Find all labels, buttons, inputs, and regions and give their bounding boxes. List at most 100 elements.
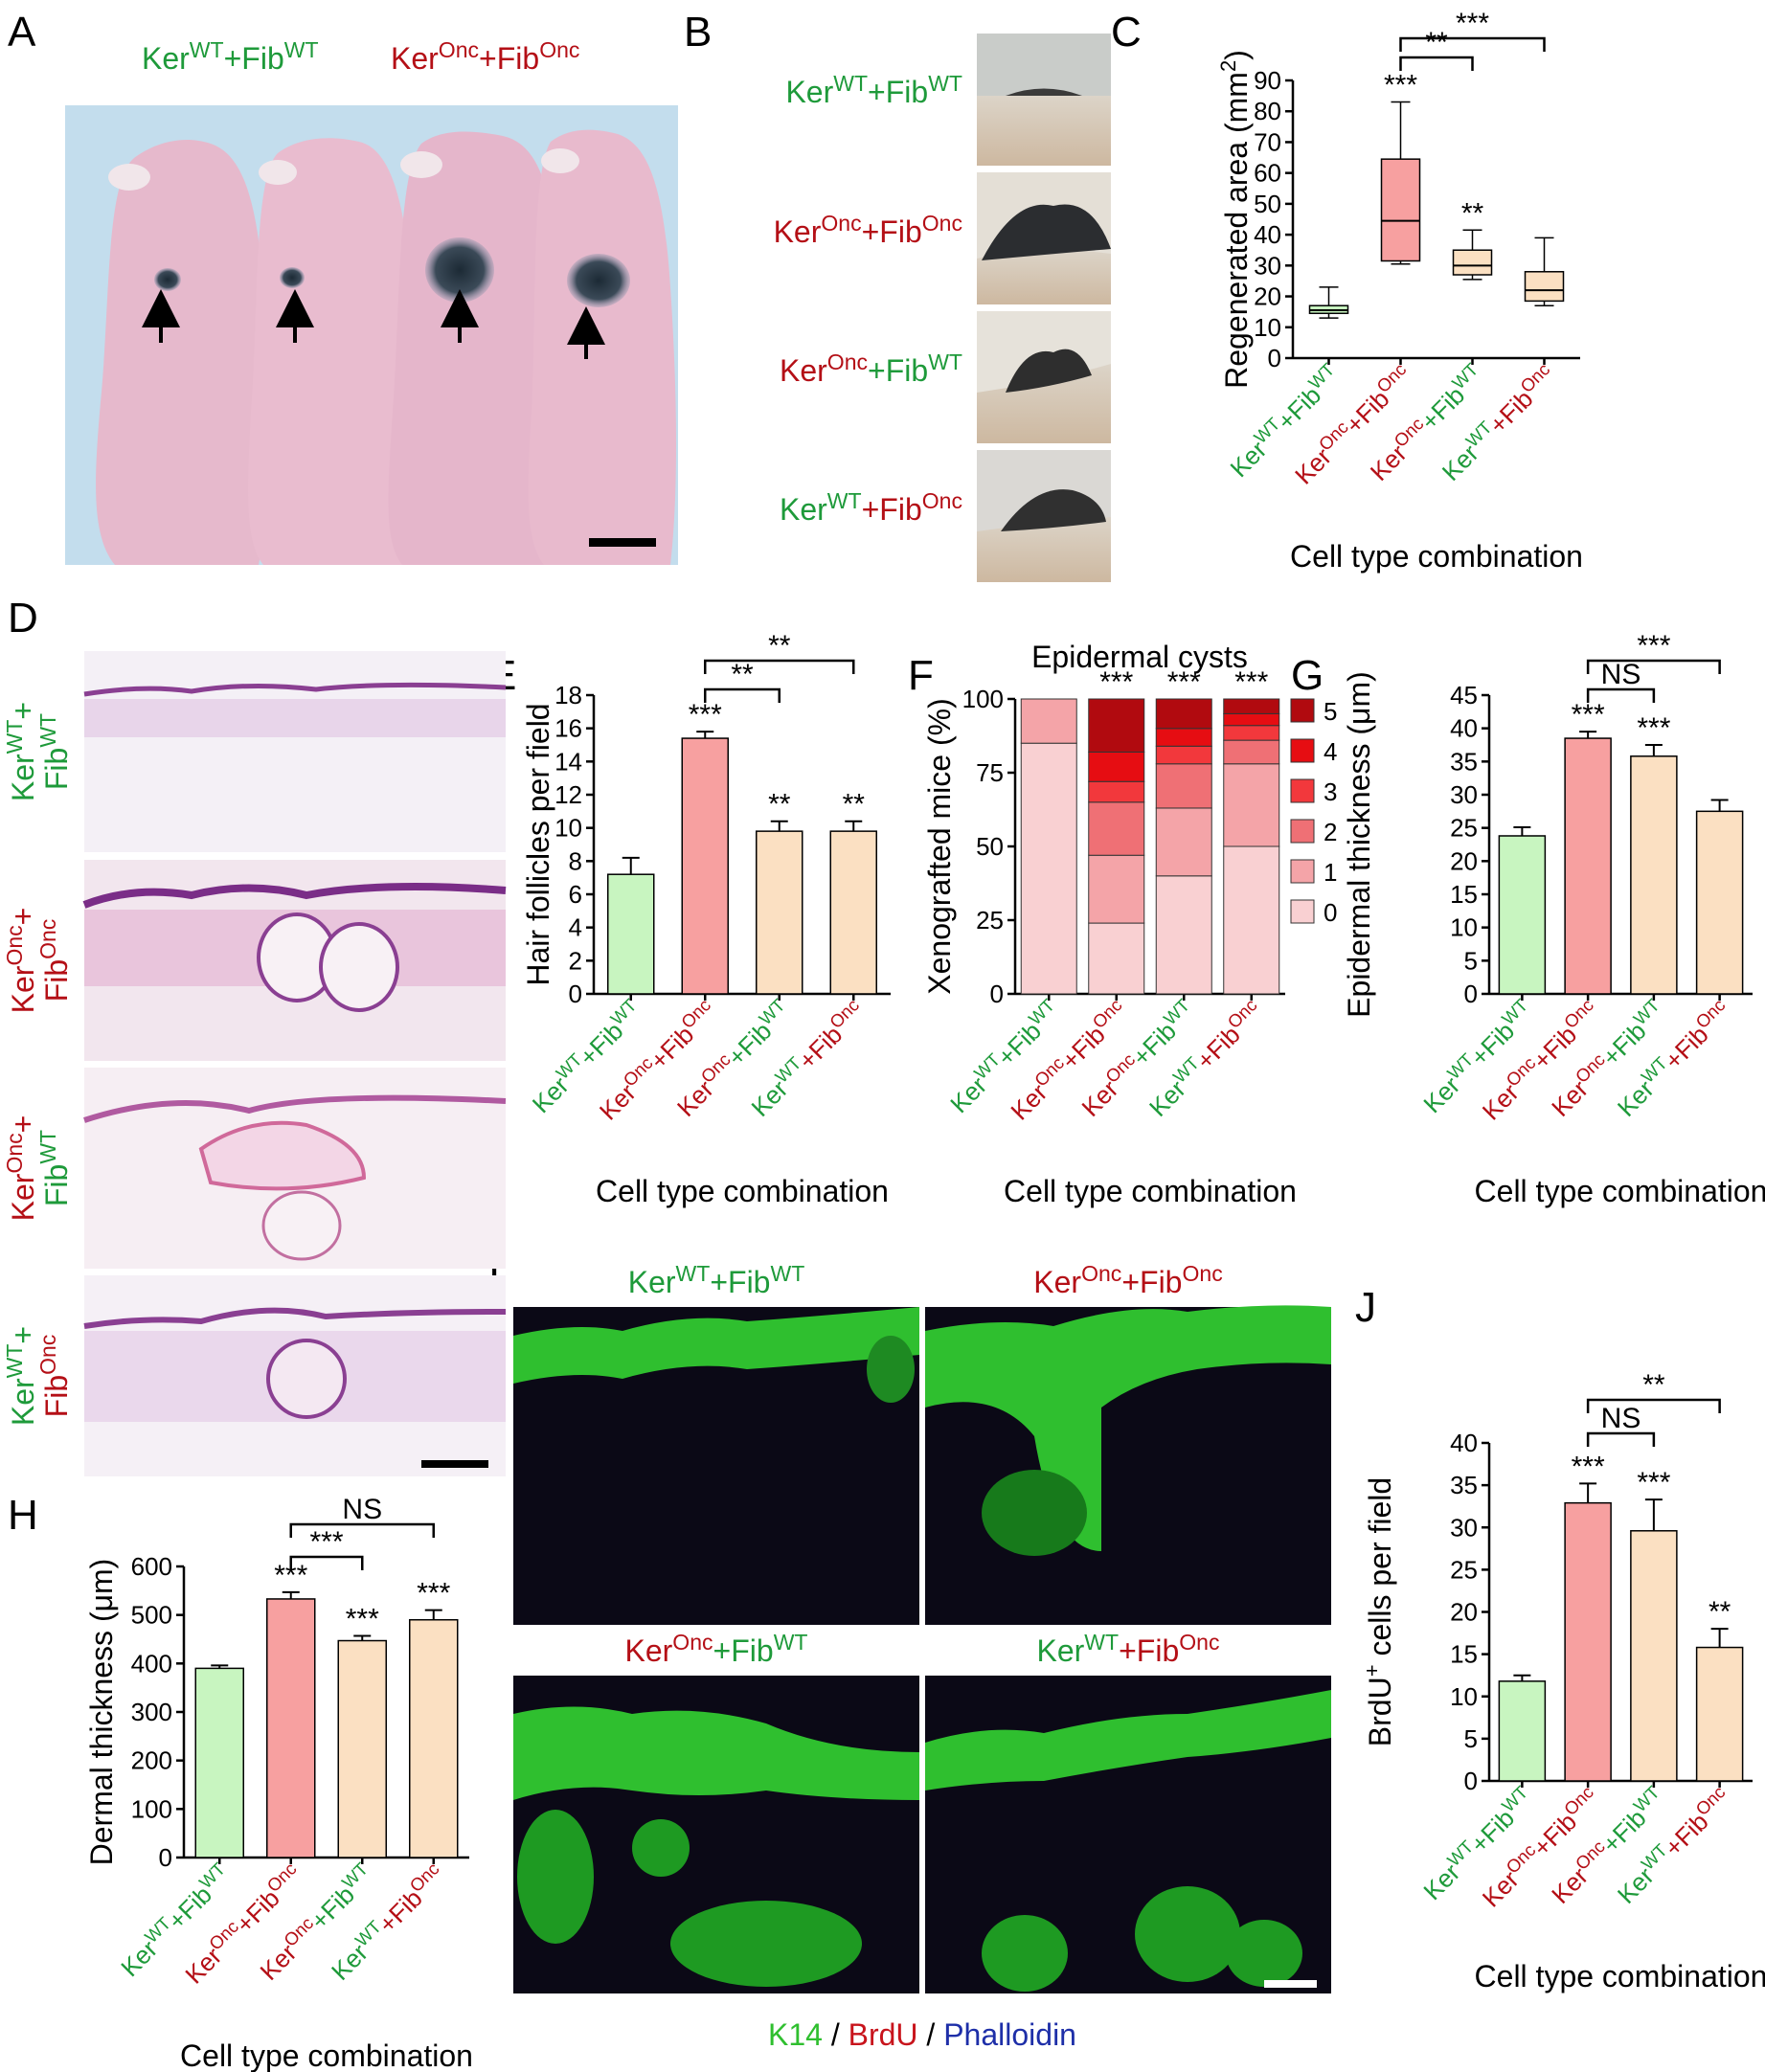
- legend-swatch: [1290, 778, 1315, 803]
- significance-bracket: [1586, 659, 1721, 674]
- panel-i-fluorescence: [513, 1305, 1331, 1993]
- bracket-label: ***: [309, 1526, 343, 1558]
- chart-j: 0510152025303540KerWT+FibWTKerOnc+FibOnc…: [1360, 1369, 1765, 1993]
- label-part: +: [6, 908, 40, 926]
- panel-letter-c: C: [1111, 9, 1142, 56]
- panel-d-row-label-2: FibWT: [35, 1130, 74, 1206]
- stacked-segment: [1155, 698, 1212, 730]
- significance-label: ***: [1572, 699, 1605, 731]
- chart-g: 051015202530354045KerWT+FibWTKerOnc+FibO…: [1342, 630, 1765, 1208]
- panel-letter-b: B: [684, 9, 712, 56]
- label-part: WT: [2, 1344, 27, 1379]
- stacked-segment: [1223, 712, 1280, 727]
- label-part: Onc: [439, 37, 479, 62]
- label-part: Onc: [922, 211, 962, 236]
- bracket-label: ***: [1637, 630, 1670, 662]
- label-part: Onc: [922, 488, 962, 513]
- label-part: K14: [768, 2017, 823, 2052]
- y-tick-label: 0: [159, 1843, 172, 1872]
- label-part: BrdU: [849, 2017, 918, 2052]
- bracket-label: **: [1425, 27, 1448, 58]
- significance-label: ***: [417, 1578, 450, 1610]
- y-tick-label: 15: [1450, 1640, 1478, 1669]
- label-part: μ: [84, 1594, 119, 1611]
- significance-bracket: [1399, 36, 1546, 52]
- y-tick-label: 40: [1254, 220, 1281, 249]
- y-tick-label: 70: [1254, 127, 1281, 156]
- significance-label: ***: [1234, 666, 1268, 698]
- significance-label: ***: [689, 699, 722, 731]
- legend-swatch: [1290, 819, 1315, 844]
- y-tick-label: 14: [554, 747, 582, 776]
- y-tick-label: 600: [131, 1552, 172, 1581]
- x-axis-label: Cell type combination: [180, 2038, 473, 2072]
- panel-d-row-label-2: FibWT: [35, 713, 74, 790]
- significance-label: ***: [1572, 1451, 1605, 1482]
- label-part: WT: [2, 720, 27, 754]
- label-part: Dermal thickness (: [84, 1611, 119, 1865]
- label-part: Fib: [39, 1164, 74, 1206]
- panel-letter-j: J: [1355, 1284, 1376, 1331]
- bracket-label: **: [768, 630, 791, 662]
- panel-i-label: KerWT+FibOnc: [1037, 1630, 1220, 1668]
- panel-i-label: KerOnc+FibWT: [625, 1630, 808, 1668]
- label-part: WT: [35, 1130, 60, 1164]
- panel-d-labels: KerWT+FibWTKerOnc+FibOncKerOnc+FibWTKerW…: [2, 702, 74, 1426]
- legend-label: 1: [1324, 858, 1337, 887]
- label-part: Ker: [780, 353, 827, 388]
- label-part: /: [823, 2017, 849, 2052]
- bracket-label: NS: [342, 1494, 382, 1525]
- bar: [607, 873, 655, 995]
- label-part: Phalloidin: [943, 2017, 1076, 2052]
- stacked-segment: [1223, 698, 1280, 714]
- y-tick-label: 12: [554, 780, 582, 809]
- legend-label: 0: [1324, 898, 1337, 927]
- stacked-segment: [1088, 854, 1145, 924]
- significance-label: ***: [1167, 666, 1201, 698]
- significance-bracket: [1586, 687, 1656, 703]
- panel-d-row-label-1: KerOnc+: [2, 908, 40, 1014]
- y-tick-label: 50: [1254, 190, 1281, 218]
- label-part: Ker: [780, 492, 827, 527]
- label-part: +: [224, 41, 242, 76]
- y-tick-label: 400: [131, 1649, 172, 1678]
- chart-f: 0255075100KerWT+FibWTKerOnc+FibOncKerOnc…: [922, 640, 1337, 1208]
- panel-a-labels: KerWT+FibWT KerOnc+FibOnc: [142, 37, 579, 76]
- stacked-segment: [1020, 742, 1077, 995]
- legend-swatch: [1290, 859, 1315, 884]
- legend-swatch: [1290, 738, 1315, 763]
- significance-label: **: [768, 789, 791, 821]
- y-tick-label: 80: [1254, 97, 1281, 125]
- bar: [409, 1618, 459, 1858]
- label-part: +: [6, 1115, 40, 1134]
- significance-bracket: [704, 659, 855, 674]
- label-part: WT: [827, 488, 862, 513]
- bar: [1498, 835, 1547, 995]
- y-tick-label: 30: [1450, 1513, 1478, 1542]
- label-part: WT: [770, 1261, 804, 1286]
- bar: [756, 830, 803, 995]
- panel-b-row-label: KerOnc+FibWT: [780, 349, 962, 388]
- panel-letter-g: G: [1291, 652, 1324, 699]
- label-part: Fib: [39, 959, 74, 1002]
- significance-label: **: [1708, 1596, 1731, 1628]
- significance-bracket: [1586, 1431, 1656, 1447]
- bar: [829, 830, 877, 995]
- label-part: Onc: [827, 349, 868, 374]
- label-part: WT: [1084, 1630, 1119, 1655]
- panel-a-label-onc: KerOnc+FibOnc: [391, 37, 579, 76]
- panel-letter-d: D: [8, 595, 38, 642]
- y-tick-label: 25: [976, 906, 1004, 935]
- y-axis-label: Regenerated area (mm2): [1216, 50, 1254, 389]
- y-tick-label: 45: [1450, 681, 1478, 709]
- legend-label: 4: [1324, 737, 1337, 766]
- label-part: WT: [190, 37, 224, 62]
- y-tick-label: 25: [1450, 1555, 1478, 1584]
- label-part: Ker: [6, 965, 40, 1013]
- panel-d-histology: [82, 651, 507, 1476]
- y-tick-label: 200: [131, 1746, 172, 1775]
- panel-b-row-label: KerWT+FibWT: [785, 71, 962, 109]
- label-part: WT: [928, 349, 962, 374]
- bar: [1630, 1530, 1678, 1782]
